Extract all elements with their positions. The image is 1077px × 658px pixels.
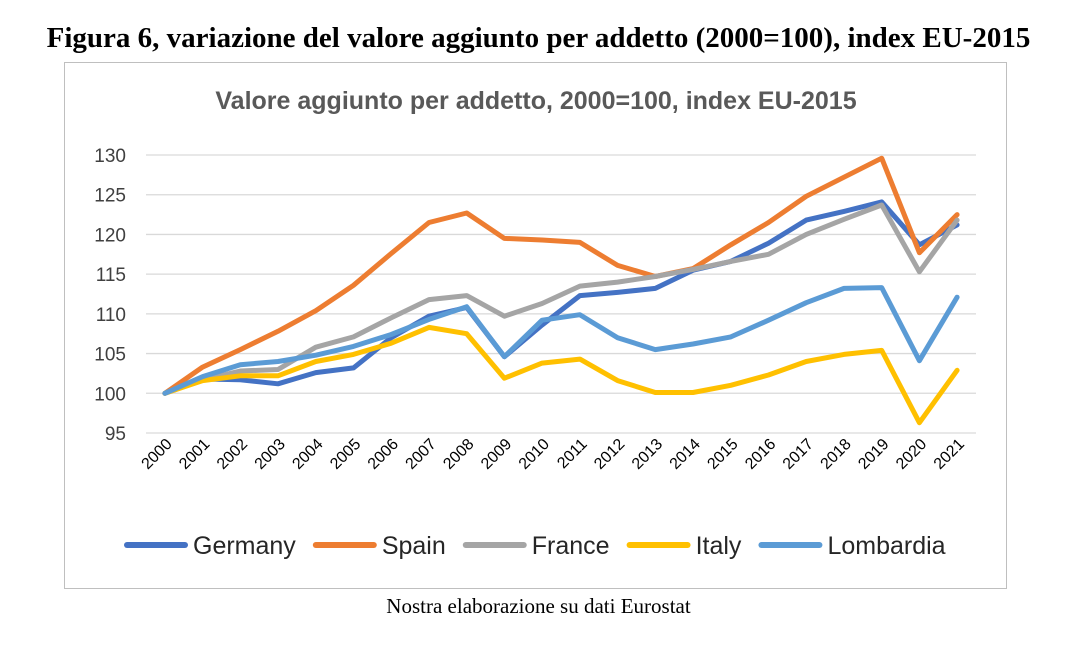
x-tick-label: 2007	[403, 436, 440, 473]
x-tick-label: 2019	[855, 436, 892, 473]
figure-caption: Nostra elaborazione su dati Eurostat	[386, 594, 691, 618]
series-line-italy	[162, 324, 960, 426]
x-tick-label: 2014	[667, 436, 704, 473]
gridlines	[146, 154, 976, 434]
x-axis: 2000 2001 2002 2003 2004 2005 2006 2007 2008 2009…	[139, 436, 969, 473]
legend-label-italy: Italy	[696, 532, 742, 560]
x-tick-label: 2016	[742, 436, 779, 473]
x-tick-label: 2005	[327, 436, 364, 473]
figure-title: Figura 6, variazione del valore aggiunto…	[46, 22, 1031, 54]
x-tick-label: 2017	[780, 436, 817, 473]
y-tick-label: 130	[94, 146, 126, 167]
y-tick-label: 115	[96, 265, 126, 286]
y-tick-label: 100	[94, 384, 126, 405]
y-axis: 95 100 105 110 115 120 125 130	[94, 146, 126, 445]
series-lines	[162, 155, 960, 426]
legend-label-spain: Spain	[382, 532, 446, 560]
chart-title: Valore aggiunto per addetto, 2000=100, i…	[215, 87, 856, 115]
x-tick-label: 2002	[214, 436, 251, 473]
y-tick-label: 120	[94, 225, 126, 246]
x-tick-label: 2008	[440, 436, 477, 473]
legend-label-germany: Germany	[193, 532, 296, 560]
x-tick-label: 2010	[516, 436, 553, 473]
y-tick-label: 95	[105, 424, 126, 445]
x-tick-label: 2012	[591, 436, 628, 473]
x-tick-label: 2006	[365, 436, 402, 473]
x-tick-label: 2013	[629, 436, 666, 473]
x-tick-label: 2015	[704, 436, 741, 473]
x-tick-label: 2018	[818, 436, 855, 473]
x-tick-label: 2009	[478, 436, 515, 473]
chart-frame: Valore aggiunto per addetto, 2000=100, i…	[64, 62, 1007, 589]
y-tick-label: 110	[96, 305, 126, 326]
line-chart: Valore aggiunto per addetto, 2000=100, i…	[94, 87, 976, 560]
x-tick-label: 2004	[289, 436, 326, 473]
legend-label-lombardia: Lombardia	[827, 532, 945, 560]
y-tick-label: 125	[94, 186, 126, 207]
legend-label-france: France	[532, 532, 610, 560]
x-tick-label: 2020	[893, 436, 930, 473]
series-line-lombardia	[162, 285, 960, 396]
series-line-france	[162, 202, 960, 396]
y-tick-label: 105	[94, 345, 126, 366]
series-line-spain	[162, 155, 960, 396]
x-tick-label: 2021	[931, 436, 968, 473]
x-tick-label: 2011	[554, 436, 590, 472]
series-line-germany	[162, 199, 960, 396]
x-tick-label: 2001	[176, 436, 213, 473]
x-tick-label: 2003	[252, 436, 289, 473]
legend: Germany Spain France Italy Lombardia	[124, 532, 946, 560]
x-tick-label: 2000	[139, 436, 176, 473]
